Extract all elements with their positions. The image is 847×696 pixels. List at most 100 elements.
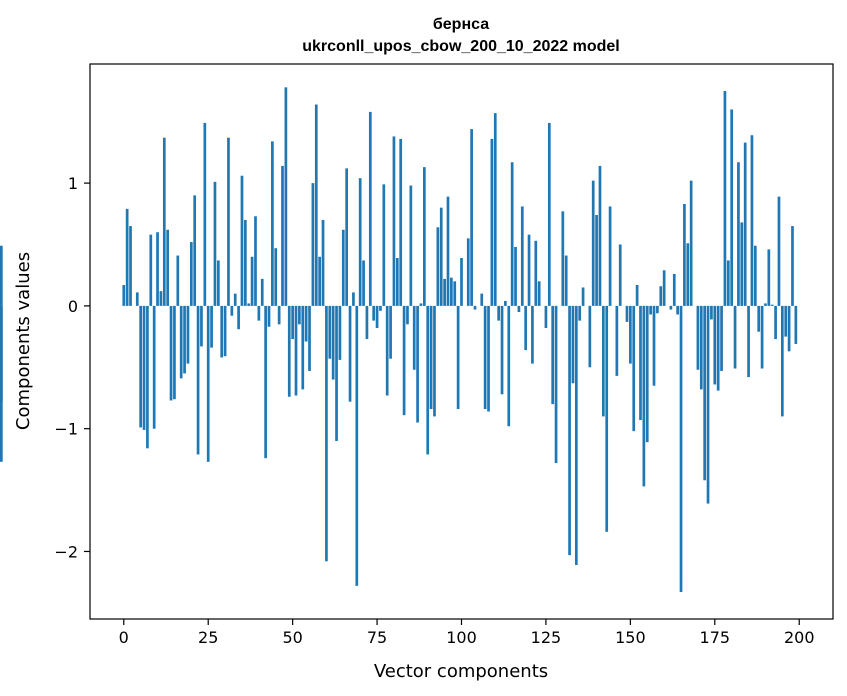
bar <box>345 168 349 306</box>
bar <box>281 165 284 306</box>
bar <box>129 226 132 306</box>
bar <box>409 185 413 306</box>
bar <box>564 255 568 306</box>
bar <box>257 305 261 321</box>
bar <box>308 305 311 371</box>
bar <box>696 305 700 370</box>
bar <box>318 256 321 306</box>
bar <box>649 305 652 315</box>
bar <box>531 305 534 364</box>
bar <box>0 305 3 402</box>
bar <box>291 305 294 340</box>
bar <box>237 305 240 330</box>
bar <box>156 232 159 306</box>
bar <box>358 178 362 306</box>
bar <box>139 305 143 428</box>
bar <box>149 234 153 306</box>
bar <box>402 305 406 416</box>
bar <box>200 305 203 347</box>
bar <box>750 135 754 306</box>
bar <box>247 303 251 306</box>
bar <box>642 305 646 487</box>
bar <box>601 305 605 417</box>
bar <box>176 255 180 306</box>
bar <box>524 305 528 351</box>
bar <box>277 305 281 325</box>
y-tick-label: 1 <box>68 174 78 193</box>
bar <box>250 256 254 306</box>
bar <box>561 211 565 306</box>
y-tick-label: −1 <box>54 420 78 439</box>
bar <box>0 245 3 306</box>
bar <box>703 305 707 481</box>
bar <box>747 305 750 378</box>
bar <box>348 305 352 402</box>
bar <box>574 305 578 565</box>
bar <box>264 305 267 459</box>
bar <box>162 137 166 306</box>
bar <box>389 305 392 359</box>
bar <box>436 227 440 306</box>
bar <box>656 305 659 314</box>
bar <box>382 184 386 306</box>
bar <box>504 300 507 306</box>
bar <box>595 215 598 306</box>
bar <box>473 305 477 310</box>
bar <box>480 293 484 306</box>
bar <box>125 208 129 306</box>
x-tick-label: 100 <box>446 628 477 647</box>
bar <box>152 305 156 429</box>
bar <box>274 248 278 306</box>
bar <box>571 305 575 384</box>
bar <box>392 136 396 306</box>
bar <box>426 305 430 455</box>
bar <box>520 206 524 306</box>
bar <box>294 305 298 396</box>
bar <box>784 305 788 337</box>
bar <box>652 305 656 386</box>
bar <box>362 260 365 306</box>
bar <box>146 305 149 449</box>
bar <box>227 137 230 306</box>
chart-title: бернса <box>433 16 489 33</box>
bar <box>466 238 470 306</box>
bar <box>372 305 376 321</box>
bar <box>689 180 693 306</box>
bar <box>159 291 163 306</box>
bar <box>794 305 798 344</box>
bar <box>186 305 190 364</box>
bar <box>223 305 227 357</box>
bar <box>244 219 247 306</box>
bar <box>679 305 683 592</box>
y-tick-label: −2 <box>54 542 78 561</box>
bar <box>456 305 460 410</box>
bar <box>568 305 571 556</box>
bar <box>470 129 473 306</box>
bar <box>487 305 490 412</box>
bar <box>271 141 274 306</box>
bar <box>591 180 595 306</box>
bar <box>676 305 679 315</box>
bar <box>406 305 409 325</box>
x-tick-label: 75 <box>367 628 387 647</box>
bar <box>304 305 308 342</box>
bar <box>527 234 531 306</box>
x-tick-label: 175 <box>700 628 731 647</box>
bar <box>443 278 446 306</box>
y-tick-label: 0 <box>68 297 78 316</box>
bar <box>365 305 369 340</box>
bar <box>122 285 126 306</box>
bar <box>686 243 690 306</box>
bar <box>338 305 342 360</box>
bar <box>588 305 592 368</box>
bar <box>385 305 389 396</box>
bar <box>325 305 328 562</box>
bar <box>220 305 224 358</box>
bar <box>341 229 345 306</box>
bar <box>433 305 436 417</box>
bar <box>635 285 639 306</box>
bar <box>493 113 497 306</box>
bar <box>453 281 457 306</box>
bar <box>598 165 602 306</box>
